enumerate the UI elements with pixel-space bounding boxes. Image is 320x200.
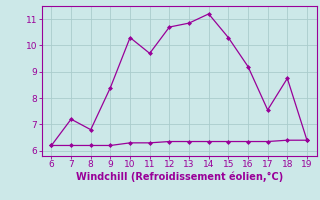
X-axis label: Windchill (Refroidissement éolien,°C): Windchill (Refroidissement éolien,°C) <box>76 172 283 182</box>
